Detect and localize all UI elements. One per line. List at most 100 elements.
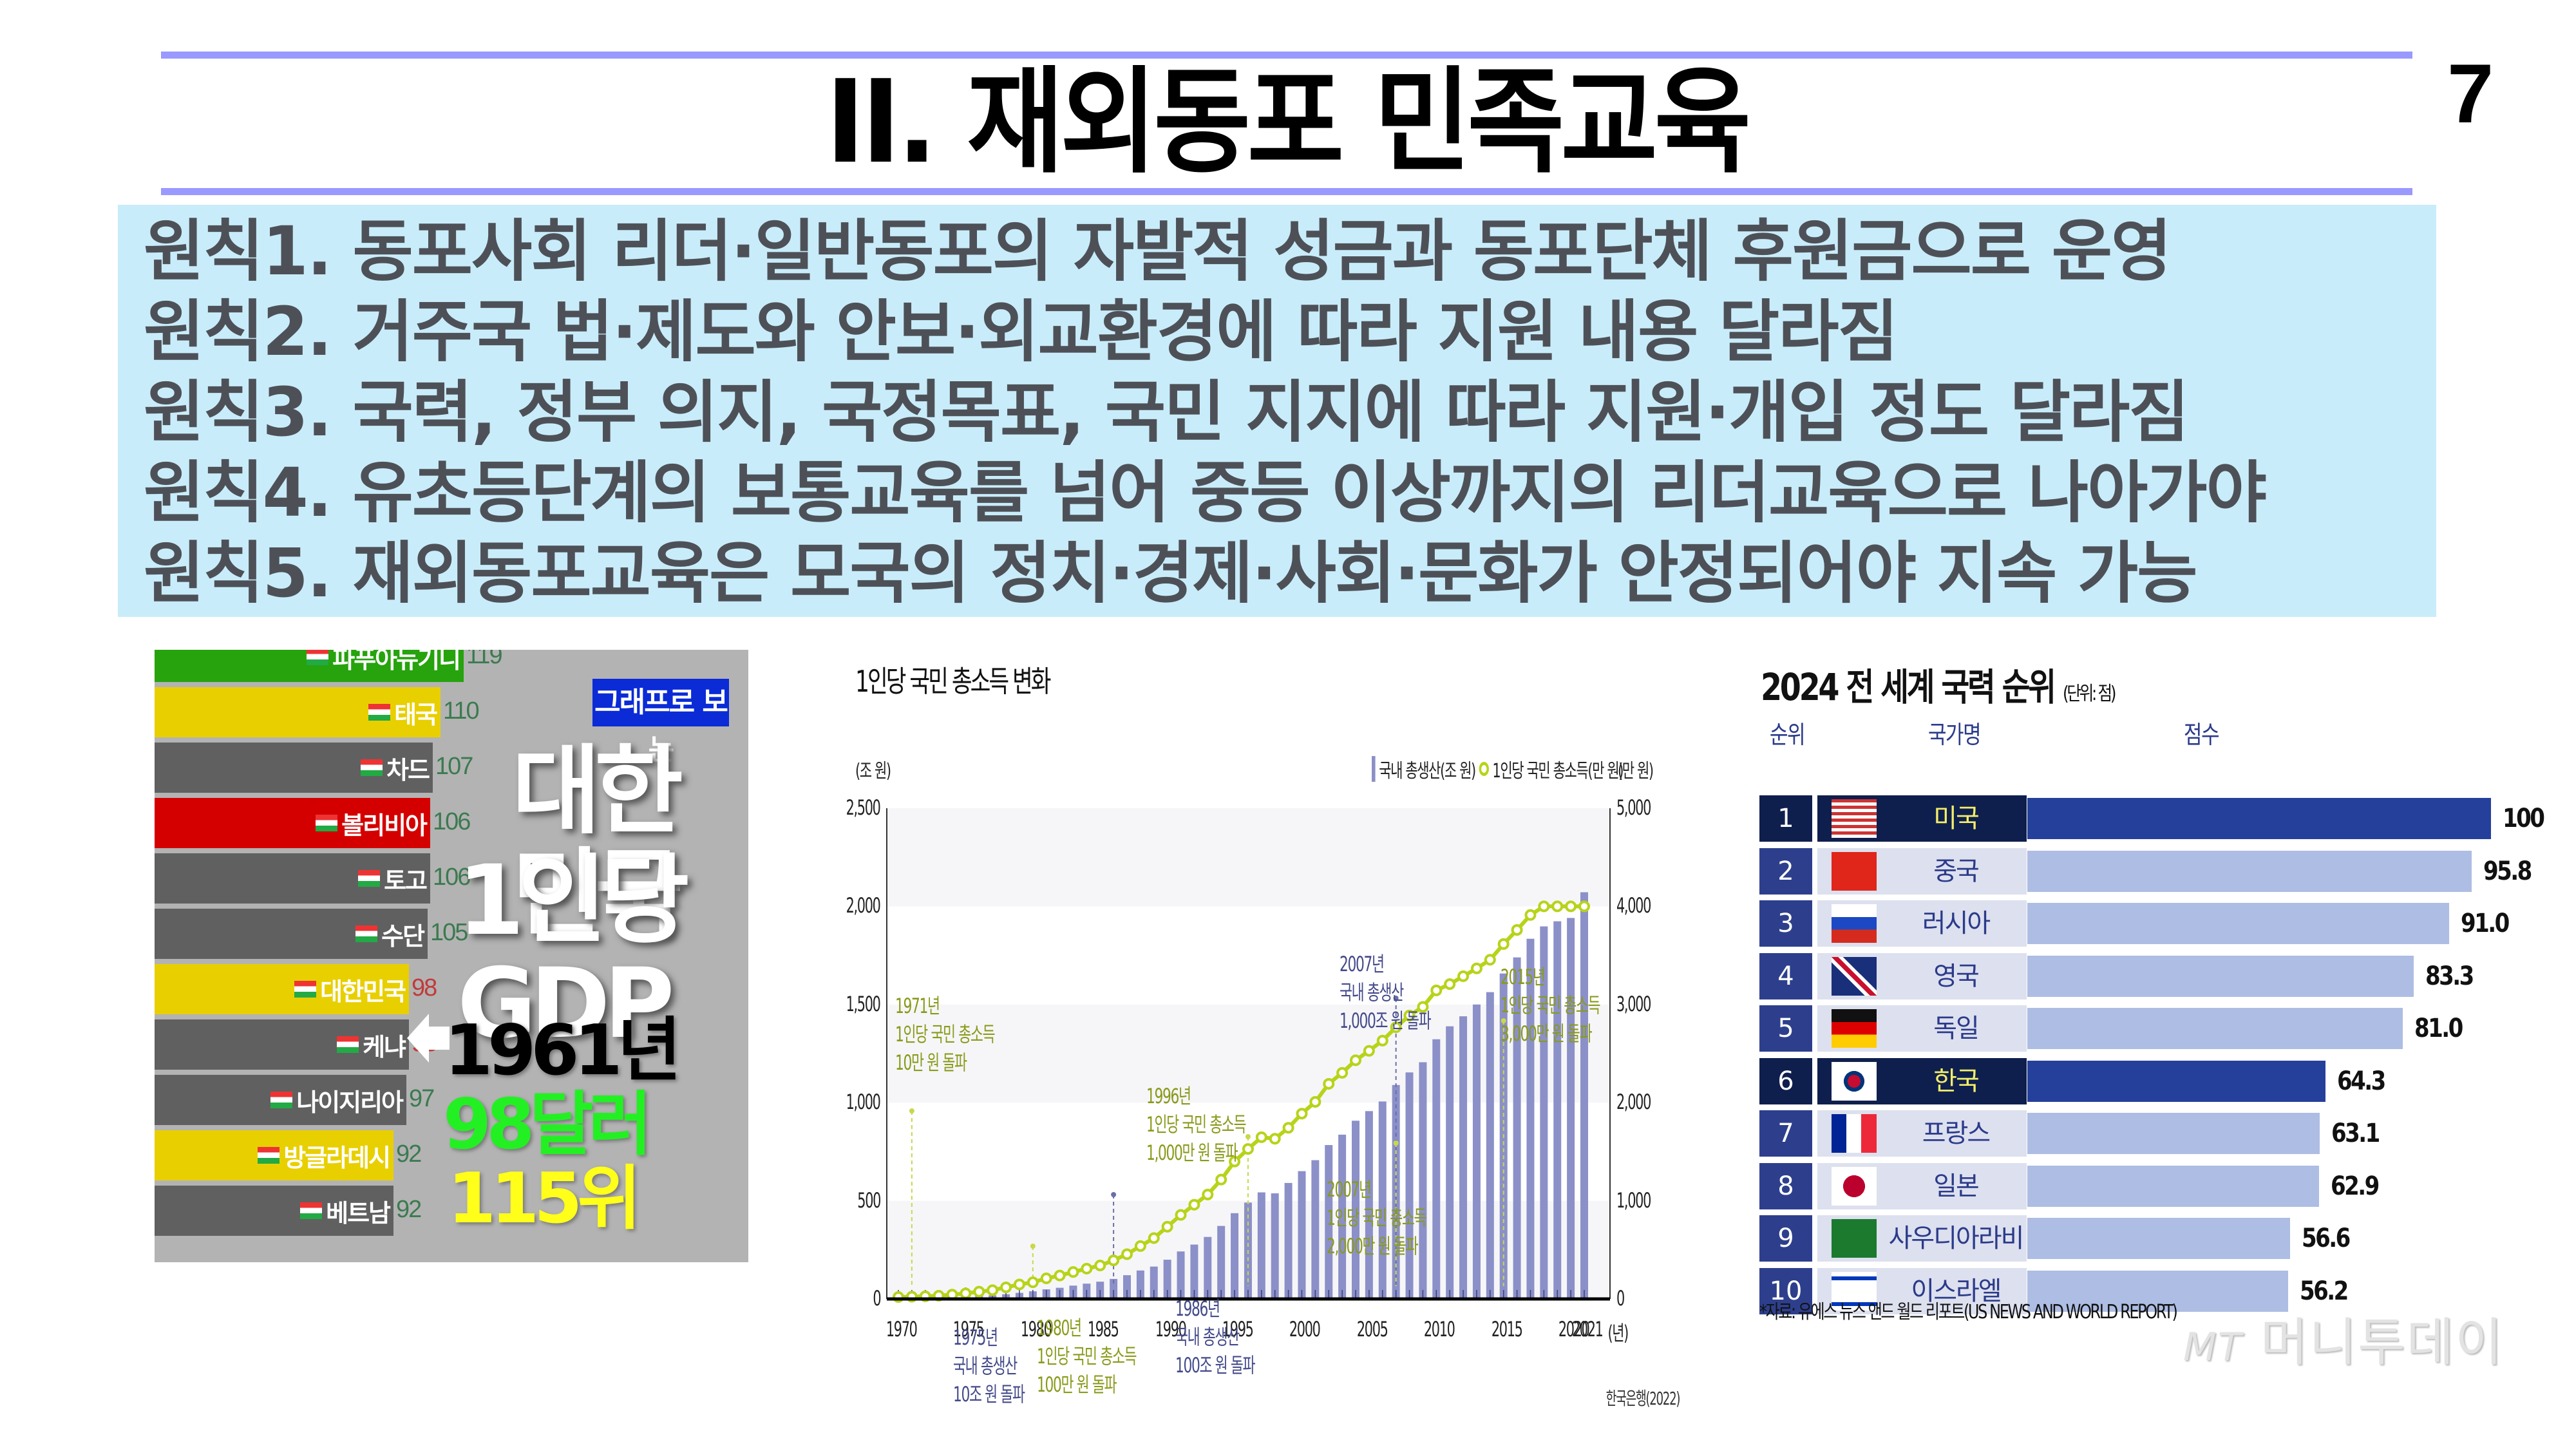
chart-annotation: 1986년 국내 총생산 100조 원 돌파: [1175, 1296, 1256, 1378]
gdp-bar-row: 태국: [155, 687, 440, 737]
legend-line-label: 1인당 국민 총소득(만 원): [1492, 760, 1624, 782]
score-bar: [2027, 798, 2491, 839]
chart-legend: 국내 총생산(조 원) 1인당 국민 총소득(만 원): [1372, 755, 1624, 783]
score-value: 83.3: [2425, 961, 2474, 991]
right-axis-tick: 3,000: [1616, 991, 1651, 1016]
ranking-unit: (단위: 점): [2062, 683, 2117, 705]
score-value: 56.2: [2300, 1276, 2349, 1306]
ranking-row: 1 미국 100: [1758, 795, 2545, 842]
gdp-bar-row: 방글라데시: [155, 1130, 393, 1180]
arrow-left-icon-tail: [428, 1027, 450, 1050]
gdp-bar-row: 차드: [155, 743, 433, 793]
left-axis-tick: 500: [857, 1188, 881, 1213]
rank-number: 5: [1759, 1005, 1812, 1052]
flag-icon: [307, 650, 329, 665]
flag-gb-icon: [1832, 956, 1877, 996]
score-bar: [2027, 1218, 2290, 1259]
flag-jp-icon: [1832, 1166, 1877, 1206]
rank-number: 4: [1759, 952, 1812, 999]
country-name: 미국: [1933, 804, 1980, 833]
score-bar: [2027, 1270, 2288, 1312]
ranking-title-text: 2024 전 세계 국력 순위: [1761, 665, 2056, 709]
header-country: 국가명: [1927, 721, 1982, 749]
watermark-text: 머니투데이: [2260, 1312, 2504, 1372]
country-name: 한국: [1933, 1066, 1980, 1096]
gdp-country-name: 방글라데시: [283, 1144, 391, 1172]
left-axis-tick: 1,000: [846, 1090, 881, 1115]
score-value: 62.9: [2331, 1171, 2380, 1201]
gdp-ranking-image: 파푸아뉴기니 119 태국 110 차드 107 볼리비아 106 토고 106 수단 105 대한민국…: [155, 650, 748, 1262]
right-axis-unit: (만 원): [1618, 760, 1654, 782]
legend-bar-swatch: [1372, 756, 1376, 782]
ranking-row: 8 일본 62.9: [1758, 1162, 2505, 1209]
gdp-value: 106: [433, 808, 471, 835]
country-cell: 러시아: [1817, 900, 2027, 947]
principle-4: 원칙4. 유초등단계의 보통교육를 넘어 중등 이상까지의 리더교육으로 나아가…: [144, 453, 2267, 532]
score-value: 56.6: [2302, 1224, 2351, 1253]
x-axis-unit: (년): [1607, 1321, 1629, 1345]
country-cell: 독일: [1817, 1005, 2027, 1052]
country-cell: 미국: [1817, 795, 2027, 842]
right-axis-tick: 5,000: [1616, 795, 1651, 820]
gdp-bar-row: 베트남: [155, 1186, 393, 1236]
gdp-country-name: 나이지리아: [296, 1089, 404, 1117]
country-cell: 사우디아라비아: [1817, 1215, 2027, 1300]
country-cell: 이스라엘: [1817, 1267, 2027, 1314]
gdp-country-name: 케냐: [363, 1034, 406, 1061]
score-bar: [2027, 955, 2414, 997]
x-axis-tick: 1995: [1222, 1317, 1254, 1341]
country-name: 영국: [1933, 961, 1980, 991]
country-name: 이스라엘: [1911, 1276, 2002, 1306]
score-bar: [2027, 1060, 2325, 1102]
rank-number: 10: [1759, 1267, 1812, 1314]
x-axis-tick: 2005: [1356, 1317, 1388, 1341]
score-value: 100: [2503, 804, 2545, 833]
right-axis-tick: 2,000: [1616, 1090, 1651, 1115]
gdp-value: 119: [466, 650, 503, 669]
x-axis-tick: 2021: [1571, 1317, 1604, 1341]
gdp-bar-row: 수단: [155, 909, 428, 959]
left-axis-unit: (조 원): [855, 760, 891, 782]
ranking-title: 2024 전 세계 국력 순위 (단위: 점): [1761, 657, 2117, 711]
income-chart-plot: [886, 808, 1611, 1303]
income-chart-title: 1인당 국민 총소득 변화: [855, 664, 1052, 699]
ranking-row: 9 사우디아라비아 56.6: [1758, 1215, 2505, 1300]
flag-ru-icon: [1832, 904, 1877, 943]
income-chart: 1인당 국민 총소득 변화 (조 원) (만 원) 국내 총생산(조 원) 1인…: [831, 644, 1687, 1436]
gdp-rank: 115위: [448, 1159, 641, 1239]
flag-us-icon: [1832, 799, 1877, 838]
chart-annotation: 2007년 1인당 국민 총소득 2,000만 원 돌파: [1327, 1177, 1427, 1258]
score-value: 64.3: [2337, 1066, 2386, 1096]
country-cell: 중국: [1817, 848, 2027, 895]
x-axis-tick: 1975: [953, 1317, 985, 1341]
flag-cn-icon: [1832, 851, 1877, 891]
right-axis-tick: 4,000: [1616, 893, 1651, 918]
score-value: 91.0: [2461, 909, 2510, 938]
score-bar: [2027, 850, 2472, 892]
header-score: 점수: [2183, 721, 2220, 749]
chart-source: 한국은행(2022): [1605, 1388, 1680, 1409]
watermark-logo: MT 머니투데이: [2183, 1301, 2504, 1376]
gdp-usd: 98달러: [443, 1084, 652, 1165]
gdp-value: 98: [412, 974, 437, 1001]
principles-box: 원칙1. 동포사회 리더·일반동포의 자발적 성금과 동포단체 후원금으로 운영…: [118, 205, 2436, 617]
rank-number: 9: [1759, 1215, 1812, 1262]
x-axis-tick: 1985: [1088, 1317, 1119, 1341]
x-axis-tick: 2015: [1491, 1317, 1523, 1341]
country-name: 일본: [1933, 1171, 1980, 1201]
rank-number: 1: [1759, 795, 1812, 842]
left-axis-tick: 1,500: [846, 991, 881, 1016]
country-cell: 일본: [1817, 1162, 2027, 1209]
flag-icon: [270, 1092, 293, 1108]
chart-annotation: 1980년 1인당 국민 총소득 100만 원 돌파: [1037, 1316, 1137, 1397]
gdp-value: 105: [430, 919, 468, 946]
flag-fr-icon: [1832, 1114, 1877, 1153]
ranking-row: 3 러시아 91.0: [1758, 900, 2510, 947]
score-value: 81.0: [2414, 1014, 2463, 1043]
watermark-mt: MT: [2183, 1325, 2243, 1370]
x-axis-tick: 1970: [886, 1317, 918, 1341]
score-value: 95.8: [2483, 856, 2532, 886]
legend-line-swatch: [1479, 762, 1489, 776]
ranking-row: 10 이스라엘 56.2: [1758, 1267, 2505, 1314]
country-cell: 한국: [1817, 1057, 2027, 1104]
